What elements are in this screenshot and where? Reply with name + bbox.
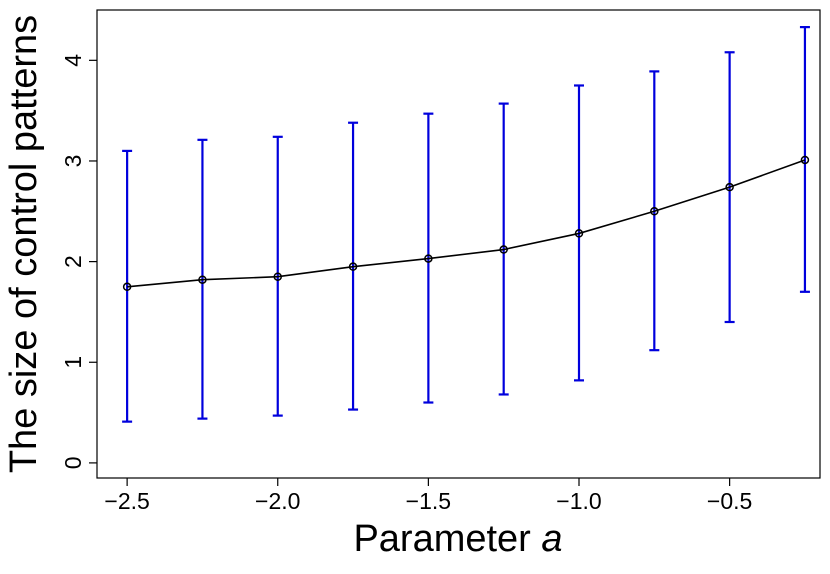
y-axis: 0 1 2 3 4 [60, 54, 97, 470]
y-axis-title: The size of control patterns [3, 15, 45, 473]
data-point [198, 275, 207, 284]
x-tick-label: −2.0 [255, 488, 300, 514]
x-axis: −2.5 −2.0 −1.5 −1.0 −0.5 [104, 478, 752, 514]
data-point [800, 155, 810, 165]
x-tick-label: −0.5 [707, 488, 752, 514]
x-tick-label: −1.0 [556, 488, 601, 514]
data-point [499, 245, 508, 254]
data-point [725, 182, 734, 192]
data-point [273, 272, 282, 281]
series-line [127, 159, 806, 288]
x-tick-label: −2.5 [104, 488, 149, 514]
data-point [650, 207, 659, 216]
data-point [348, 262, 358, 271]
data-point [574, 229, 584, 238]
y-tick-label: 1 [60, 356, 86, 369]
x-tick-label: −1.5 [406, 488, 451, 514]
y-tick-label: 2 [60, 255, 86, 268]
plot-frame [96, 9, 821, 479]
y-tick-label: 0 [60, 457, 86, 470]
x-axis-title: Parameter a [353, 518, 562, 560]
data-point [122, 282, 132, 292]
data-point [424, 254, 433, 263]
data-points [122, 155, 810, 292]
error-bars [122, 26, 810, 423]
y-tick-label: 4 [60, 54, 86, 67]
y-tick-label: 3 [60, 155, 86, 168]
